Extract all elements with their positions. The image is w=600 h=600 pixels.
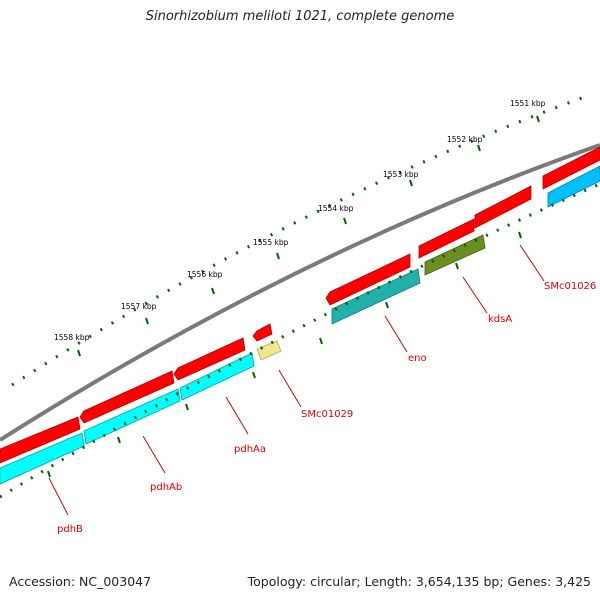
lower-minor-ticks [0,182,600,499]
gene-bar-olive [424,234,486,276]
accession-text: Accession: NC_003047 [9,574,152,589]
cds-arrow [474,185,532,229]
topology-text: Topology: circular; Length: 3,654,135 bp… [247,574,591,589]
gene-bar-blue [547,165,600,208]
gene-label-smc01029: SMc01029 [301,409,353,420]
leader-lines [48,244,545,516]
ruler-label-1555: 1555 kbp [253,238,289,247]
map-title: Sinorhizobium meliloti 1021, complete ge… [145,9,455,24]
cds-arrow [173,337,246,381]
ruler-label-1556: 1556 kbp [187,270,223,279]
ruler-major-ticks [77,115,540,357]
lower-major-ticks [47,231,522,478]
gene-label-smc01026: SMc01026 [544,281,596,292]
ruler-label-1552: 1552 kbp [447,135,483,144]
cds-arrow [79,370,175,424]
gene-label-pdhb: pdhB [57,524,83,535]
backbone-line [0,143,600,442]
gene-bar-cyan [179,352,255,401]
gene-label-eno: eno [408,353,427,364]
gene-label-pdhab: pdhAb [150,482,182,493]
gene-bar-teal [331,268,421,325]
ruler-label-1551: 1551 kbp [510,99,546,108]
gene-bar-khaki [256,340,282,361]
gene-label-pdhaa: pdhAa [234,444,266,455]
ruler-label-1553: 1553 kbp [383,170,419,179]
ruler-label-1554: 1554 kbp [318,204,354,213]
gene-bar-cyan [83,388,181,445]
cds-arrow [0,416,81,464]
ruler-minor-ticks [11,93,591,387]
gene-features [0,165,600,485]
cds-features [0,146,600,464]
cds-arrow [418,218,475,259]
gene-label-kdsa: kdsA [488,314,512,325]
cds-arrow [325,253,411,306]
gene-bar-cyan [0,432,85,485]
ruler-label-1558: 1558 kbp [54,333,90,342]
cds-arrow [542,146,600,190]
ruler-label-1557: 1557 kbp [121,302,157,311]
cds-arrow [252,323,273,342]
